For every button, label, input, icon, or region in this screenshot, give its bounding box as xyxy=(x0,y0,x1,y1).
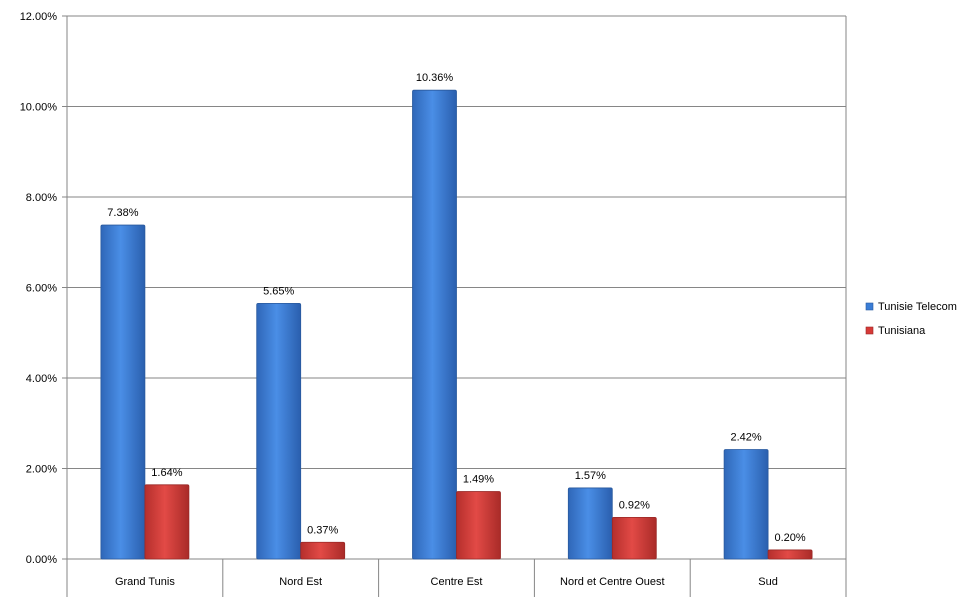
data-label: 10.36% xyxy=(416,72,454,84)
y-tick-label: 8.00% xyxy=(26,192,57,204)
y-tick-label: 4.00% xyxy=(26,373,57,385)
x-category-label: Nord Est xyxy=(279,576,322,588)
legend: Tunisie Telecom Tunisiana xyxy=(865,301,957,337)
bar-tunisiana xyxy=(300,541,346,560)
data-label: 0.37% xyxy=(307,524,338,536)
bar-tunisiana xyxy=(611,516,657,560)
legend-label: Tunisiana xyxy=(878,325,926,337)
data-label: 1.57% xyxy=(575,470,606,482)
data-label: 2.42% xyxy=(730,431,761,443)
x-category-label: Nord et Centre Ouest xyxy=(560,576,665,588)
y-tick-label: 6.00% xyxy=(26,283,57,295)
data-label: 7.38% xyxy=(107,207,138,219)
data-label: 1.49% xyxy=(463,474,494,486)
data-label: 0.20% xyxy=(774,532,805,544)
x-category-label: Grand Tunis xyxy=(115,576,175,588)
y-axis-tick-labels: 0.00% 2.00% 4.00% 6.00% 8.00% 10.00% 12.00% xyxy=(20,11,58,566)
bar-tunisiana xyxy=(456,491,501,560)
y-tick-label: 0.00% xyxy=(26,554,57,566)
bar-tunisiana xyxy=(144,484,190,560)
y-tick-label: 10.00% xyxy=(20,102,58,114)
bar-tunisiana xyxy=(767,549,813,560)
bar-tunisie-telecom xyxy=(100,224,146,560)
data-label: 0.92% xyxy=(619,499,650,511)
data-labels: 7.38% 5.65% 10.36% 1.57% 2.42% 1.64% 0.37% 1.49… xyxy=(107,72,806,544)
bar-tunisie-telecom xyxy=(567,487,613,560)
bar-tunisie-telecom xyxy=(412,89,457,560)
x-category-label: Sud xyxy=(758,576,778,588)
x-category-label: Centre Est xyxy=(431,576,483,588)
legend-label: Tunisie Telecom xyxy=(878,301,957,313)
y-tick-label: 2.00% xyxy=(26,464,57,476)
y-tick-label: 12.00% xyxy=(20,11,58,23)
data-label: 1.64% xyxy=(151,467,182,479)
legend-swatch xyxy=(865,326,874,335)
bar-tunisie-telecom xyxy=(723,449,769,560)
bar-tunisie-telecom xyxy=(256,302,302,560)
x-axis-category-labels: Grand Tunis Nord Est Centre Est Nord et Cen… xyxy=(115,576,778,588)
legend-swatch xyxy=(865,302,874,311)
data-label: 5.65% xyxy=(263,285,294,297)
bars xyxy=(100,89,813,560)
axes xyxy=(66,16,847,597)
